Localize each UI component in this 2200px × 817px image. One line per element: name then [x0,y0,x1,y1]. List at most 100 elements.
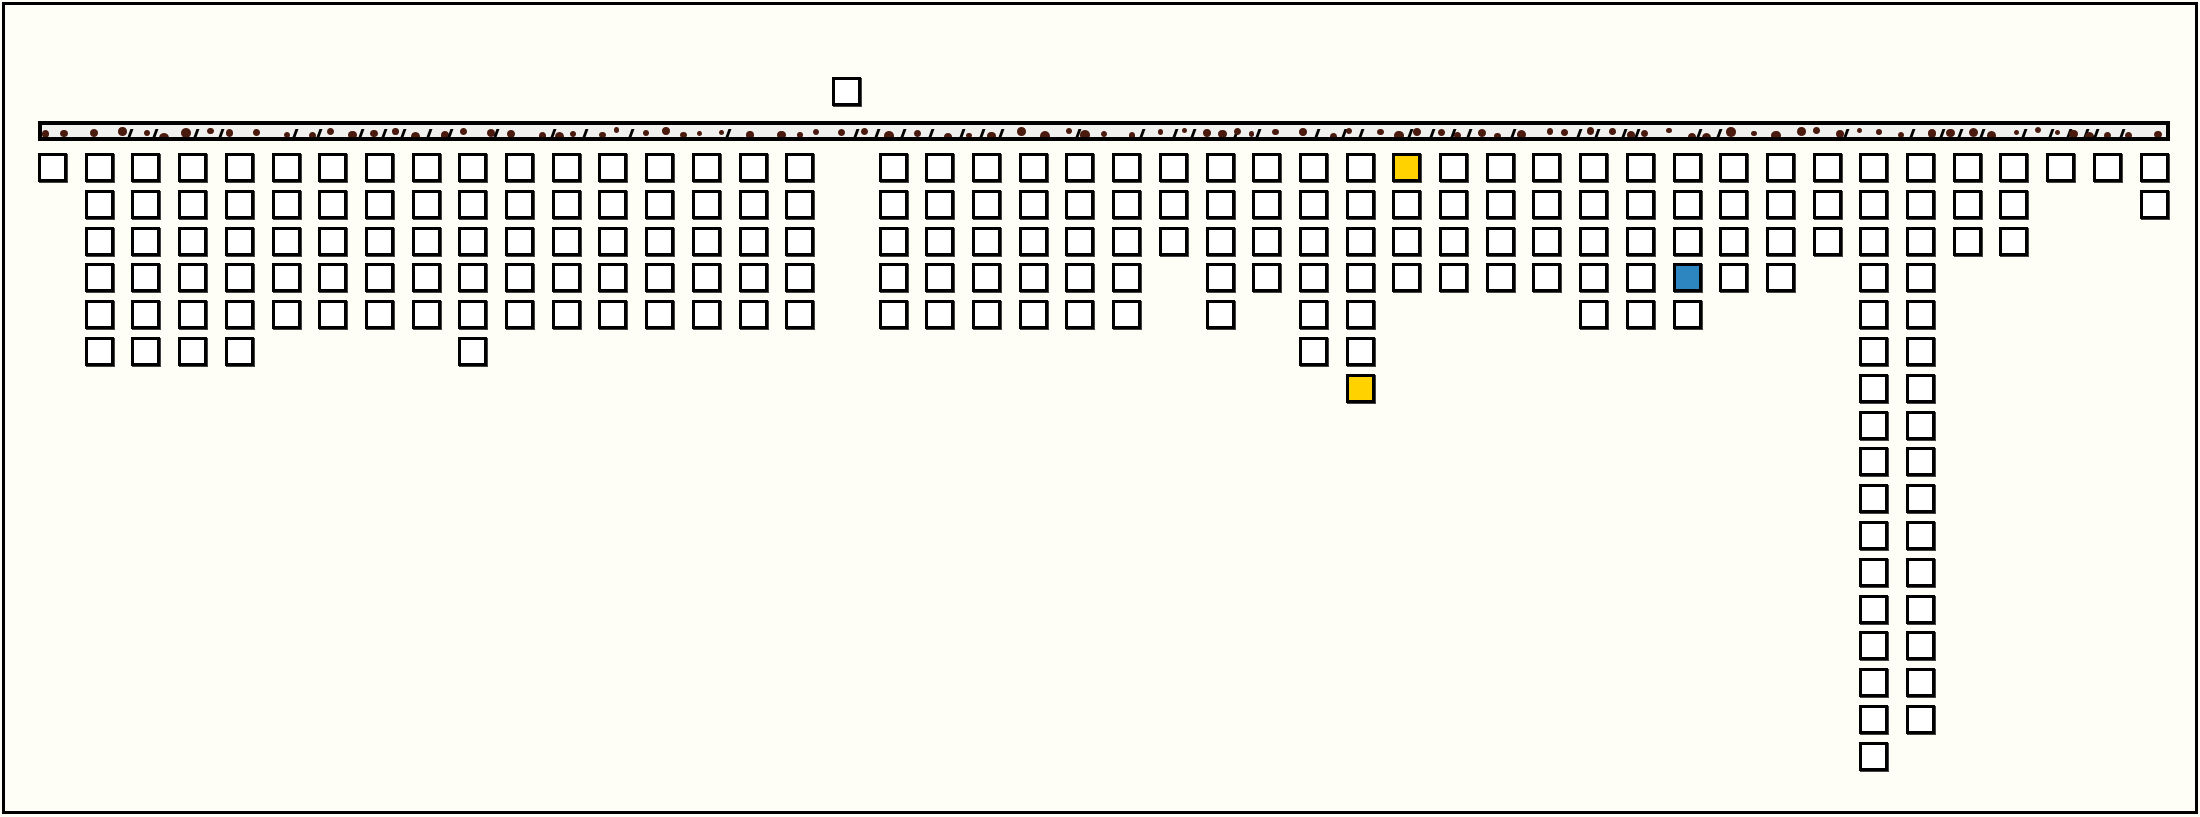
cell[interactable] [552,263,581,292]
cell[interactable] [1719,227,1748,256]
cell[interactable] [365,227,394,256]
cell[interactable] [131,153,160,182]
cell[interactable] [1579,190,1608,219]
cell[interactable] [1906,521,1935,550]
cell[interactable] [1906,631,1935,660]
cell[interactable] [318,300,347,329]
cell[interactable] [1019,227,1048,256]
cell[interactable] [1906,190,1935,219]
cell[interactable] [1299,190,1328,219]
cell[interactable] [552,300,581,329]
cell[interactable] [505,300,534,329]
cell[interactable] [972,300,1001,329]
cell[interactable] [1906,374,1935,403]
cell[interactable] [85,227,114,256]
cell[interactable] [925,300,954,329]
cell[interactable] [552,153,581,182]
cell[interactable] [272,227,301,256]
cell[interactable] [1065,300,1094,329]
cell[interactable] [1813,227,1842,256]
cell[interactable] [1112,153,1141,182]
cell[interactable] [1859,558,1888,587]
cell[interactable] [1719,263,1748,292]
cell[interactable] [131,300,160,329]
cell[interactable] [1019,153,1048,182]
cell[interactable] [85,337,114,366]
cell[interactable] [1065,190,1094,219]
floating-piece[interactable] [832,77,861,106]
cell[interactable] [2093,153,2122,182]
cell[interactable] [1252,227,1281,256]
cell[interactable] [739,153,768,182]
cell[interactable] [272,263,301,292]
cell[interactable] [458,227,487,256]
cell[interactable] [1532,227,1561,256]
cell[interactable] [1439,263,1468,292]
cell[interactable] [131,190,160,219]
cell[interactable] [1859,484,1888,513]
cell[interactable] [1999,153,2028,182]
cell[interactable] [318,227,347,256]
cell[interactable] [1953,153,1982,182]
cell[interactable] [1673,227,1702,256]
cell[interactable] [1626,153,1655,182]
cell[interactable] [178,337,207,366]
cell[interactable] [1766,263,1795,292]
cell[interactable] [1813,190,1842,219]
cell[interactable] [1906,337,1935,366]
cell[interactable] [1719,153,1748,182]
cell[interactable] [1813,153,1842,182]
cell[interactable] [645,227,674,256]
cell[interactable] [1579,153,1608,182]
cell[interactable] [1252,153,1281,182]
cell[interactable] [645,300,674,329]
cell[interactable] [1906,227,1935,256]
cell[interactable] [318,153,347,182]
cell[interactable] [1859,705,1888,734]
cell[interactable] [1626,227,1655,256]
cell[interactable] [1999,190,2028,219]
cell[interactable] [739,300,768,329]
cell[interactable] [505,153,534,182]
cell[interactable] [1906,595,1935,624]
cell[interactable] [1346,153,1375,182]
cell[interactable] [365,153,394,182]
cell[interactable] [2140,153,2169,182]
highlighted-cell-yellow[interactable] [1346,374,1375,403]
cell[interactable] [178,227,207,256]
cell[interactable] [1439,227,1468,256]
cell[interactable] [1859,411,1888,440]
cell[interactable] [1159,190,1188,219]
cell[interactable] [1906,300,1935,329]
cell[interactable] [1766,190,1795,219]
cell[interactable] [1579,300,1608,329]
cell[interactable] [458,337,487,366]
cell[interactable] [1206,227,1235,256]
cell[interactable] [1346,337,1375,366]
cell[interactable] [739,263,768,292]
cell[interactable] [1392,190,1421,219]
cell[interactable] [1579,227,1608,256]
cell[interactable] [645,190,674,219]
cell[interactable] [598,263,627,292]
cell[interactable] [692,263,721,292]
cell[interactable] [85,190,114,219]
cell[interactable] [1906,411,1935,440]
cell[interactable] [692,190,721,219]
cell[interactable] [365,300,394,329]
cell[interactable] [1859,374,1888,403]
cell[interactable] [85,153,114,182]
cell[interactable] [1299,227,1328,256]
cell[interactable] [1439,190,1468,219]
cell[interactable] [879,300,908,329]
cell[interactable] [1766,227,1795,256]
cell[interactable] [739,190,768,219]
cell[interactable] [1906,153,1935,182]
cell[interactable] [318,263,347,292]
cell[interactable] [1673,190,1702,219]
cell[interactable] [458,263,487,292]
cell[interactable] [1019,190,1048,219]
cell[interactable] [1579,263,1608,292]
cell[interactable] [225,263,254,292]
cell[interactable] [1346,300,1375,329]
